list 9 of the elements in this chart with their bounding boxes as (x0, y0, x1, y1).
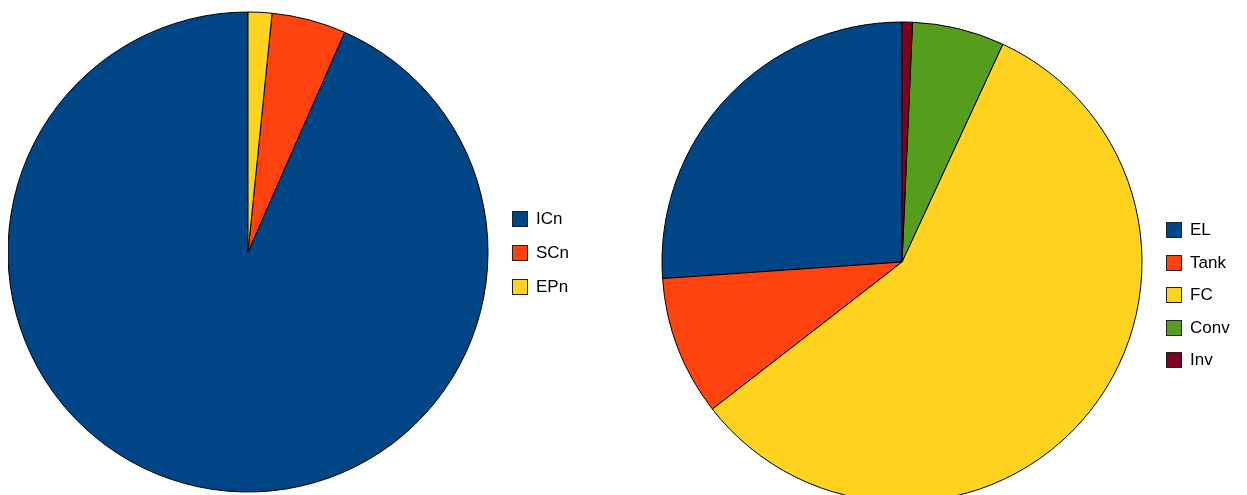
legend-label: EL (1190, 220, 1211, 241)
legend-label: Conv (1190, 317, 1230, 338)
legend-label: FC (1190, 285, 1213, 306)
pie-slice (8, 11, 489, 493)
legend-label: ICn (536, 209, 563, 229)
legend-label: Inv (1190, 350, 1213, 371)
legend-label: SCn (536, 243, 570, 263)
legend-label: Tank (1190, 252, 1226, 273)
legend-label: EPn (536, 277, 569, 297)
